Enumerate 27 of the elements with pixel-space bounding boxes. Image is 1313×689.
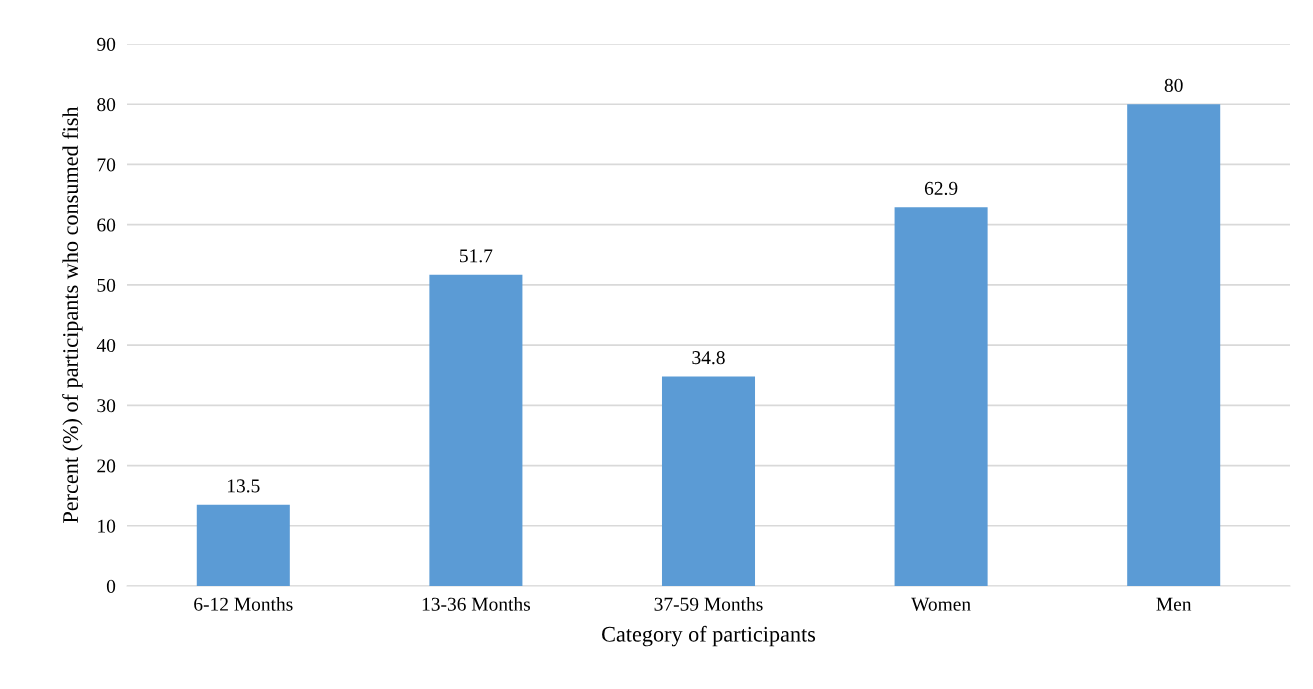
bar (429, 274, 523, 586)
y-tick-label: 90 (97, 37, 116, 51)
data-label: 51.7 (460, 249, 493, 263)
x-tick-label: Men (1156, 597, 1192, 611)
y-tick-label: 30 (97, 399, 116, 413)
x-axis-title: Category of participants (602, 625, 816, 647)
y-tick-label: 80 (97, 98, 116, 112)
bar (661, 376, 756, 586)
y-tick-label: 20 (97, 459, 116, 473)
x-tick-label: 37-59 Months (654, 597, 763, 611)
y-axis-title: Percent (%) of participants who consumed fish (62, 106, 83, 523)
y-tick-label: 0 (106, 579, 116, 593)
y-tick-label: 70 (97, 158, 116, 172)
y-tick-label: 50 (97, 278, 116, 292)
bar (1127, 104, 1221, 586)
data-label: 80 (1164, 78, 1183, 92)
x-tick-label: Women (911, 597, 971, 611)
x-tick-label: 13-36 Months (422, 597, 531, 611)
x-tick-label: 6-12 Months (194, 597, 293, 611)
data-label: 13.5 (228, 479, 260, 493)
y-tick-label: 10 (98, 519, 116, 533)
bar (894, 207, 988, 586)
data-label: 34.8 (692, 351, 725, 365)
bar (196, 504, 290, 586)
y-tick-label: 60 (97, 218, 116, 232)
data-label: 62.9 (924, 181, 958, 195)
y-tick-label: 40 (96, 338, 116, 353)
